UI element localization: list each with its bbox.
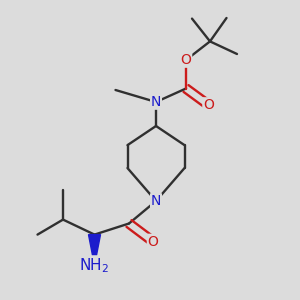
Text: N: N (151, 194, 161, 208)
Text: O: O (203, 98, 214, 112)
Text: NH$_2$: NH$_2$ (80, 256, 110, 275)
Text: O: O (148, 235, 158, 248)
Text: O: O (181, 53, 191, 67)
Polygon shape (88, 235, 101, 266)
Text: N: N (151, 95, 161, 109)
